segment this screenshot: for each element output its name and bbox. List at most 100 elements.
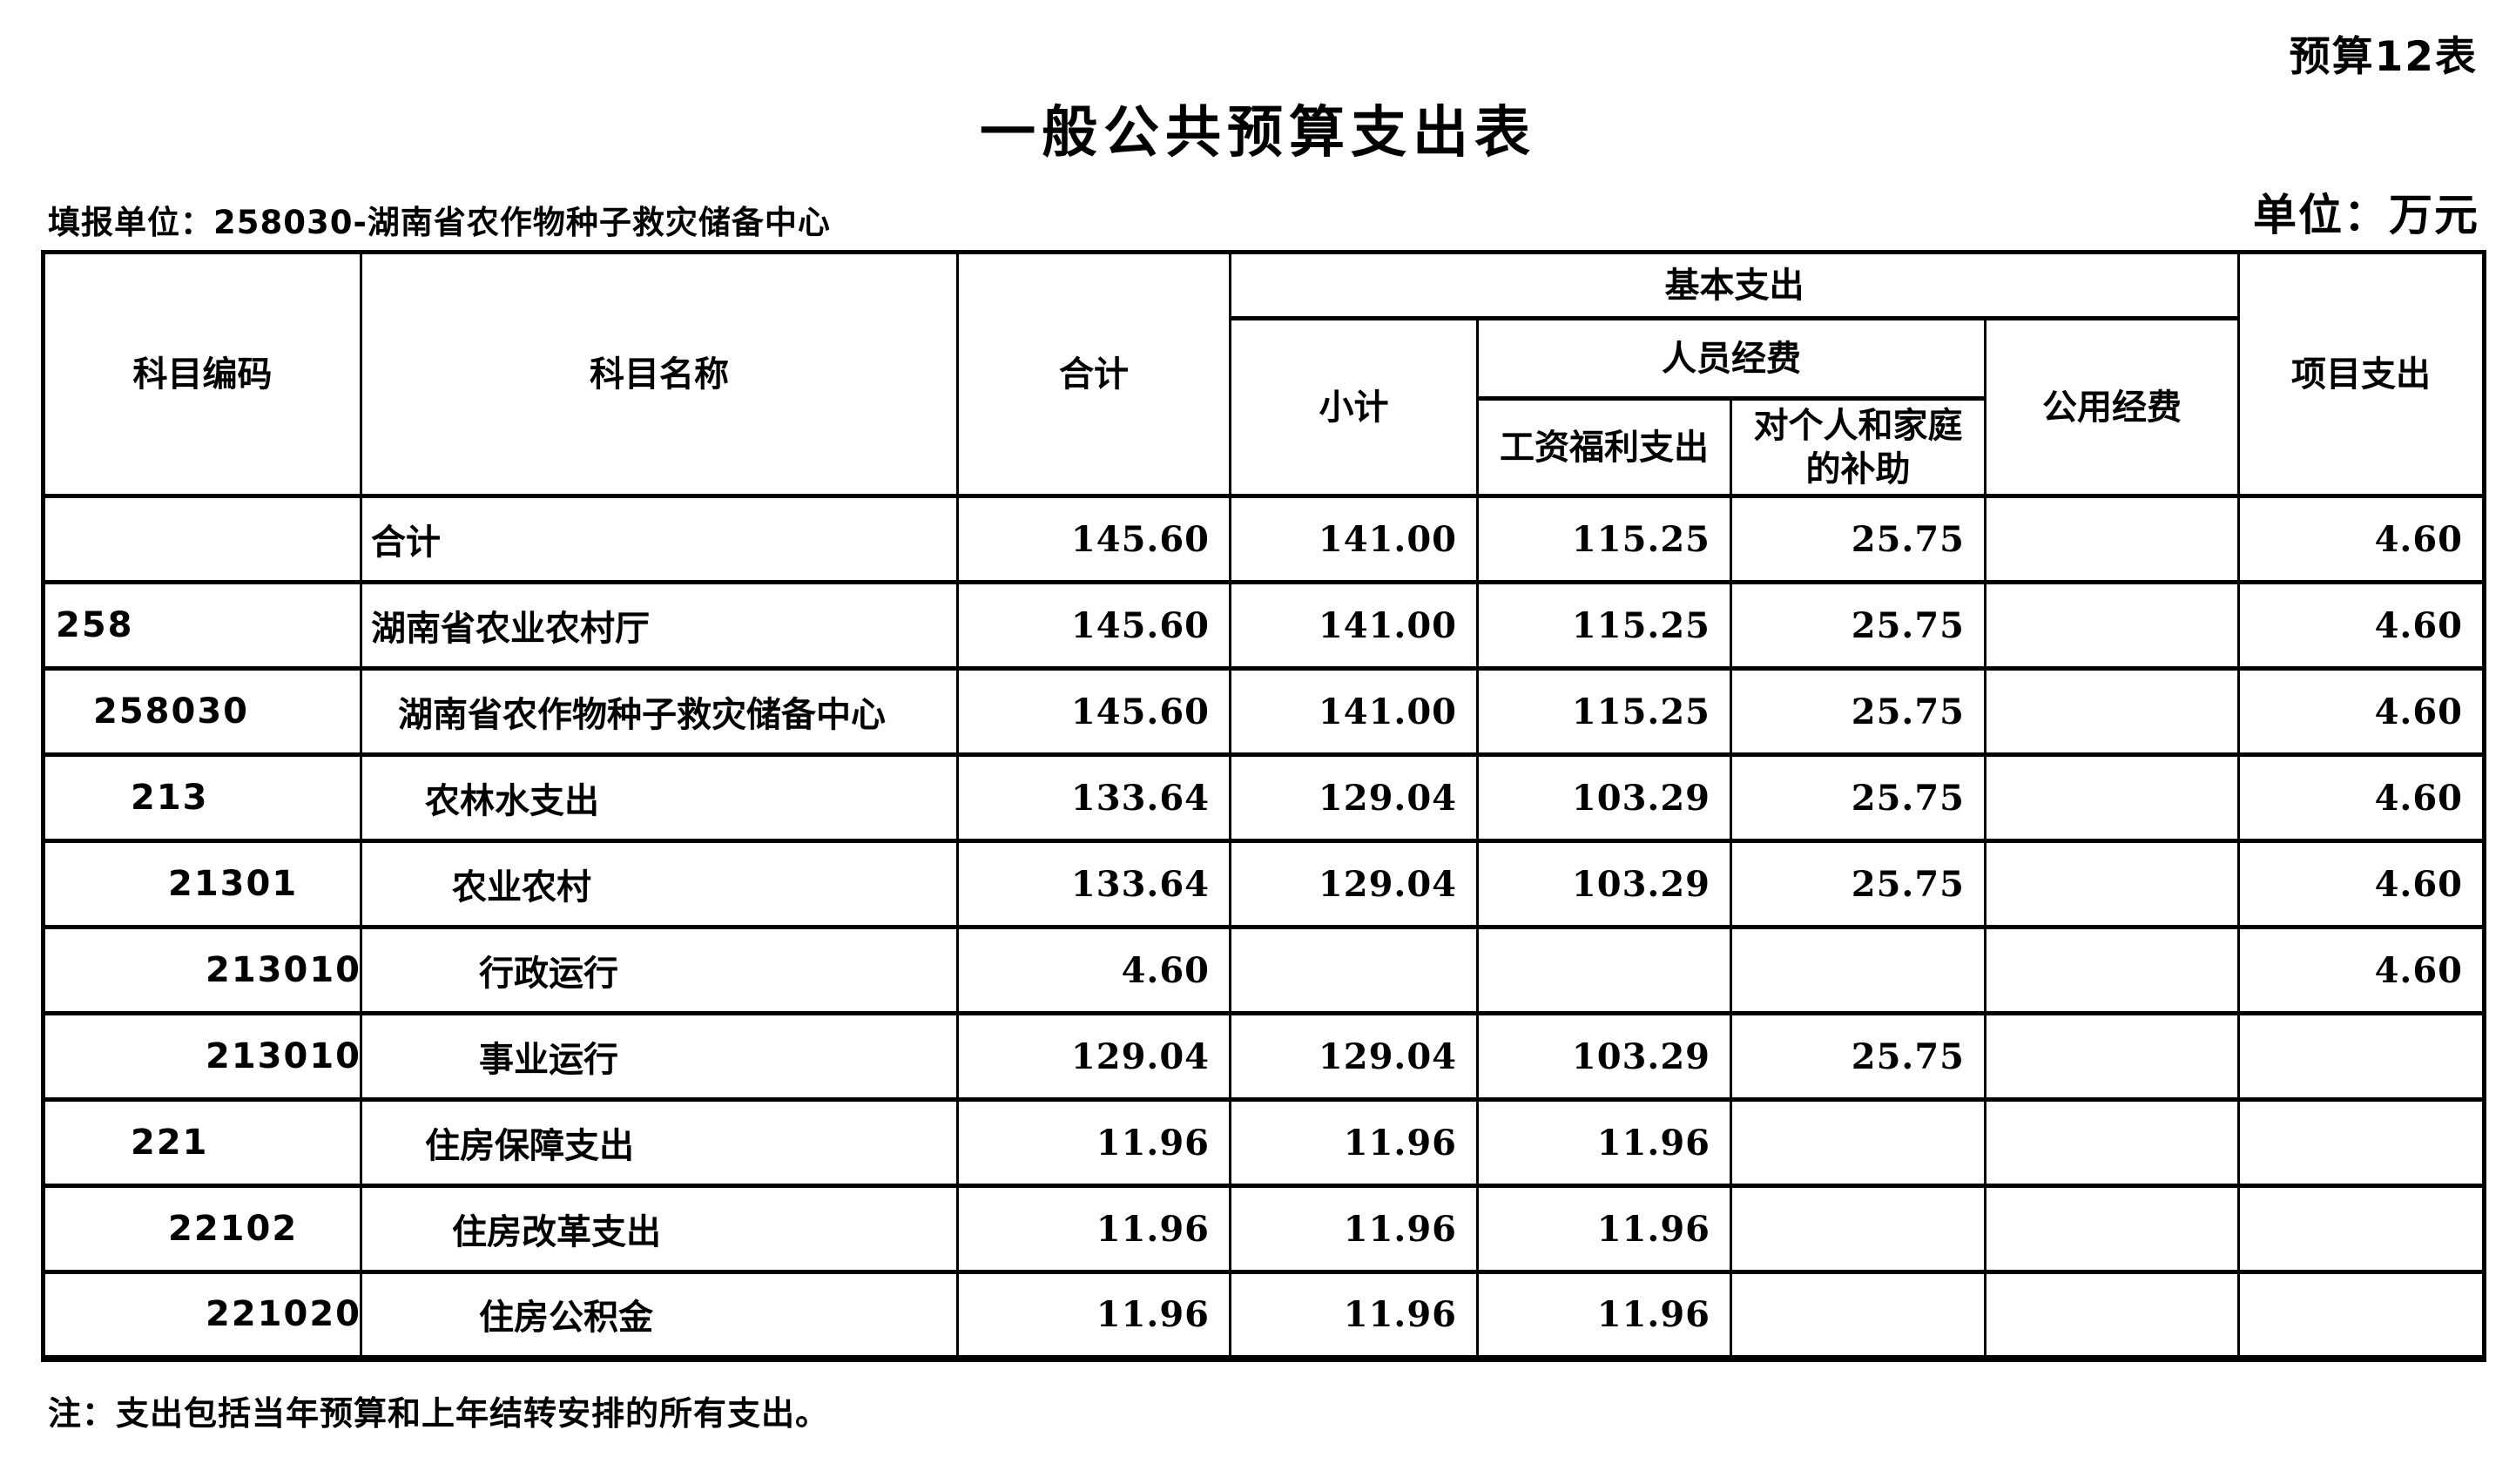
cell-subsidy	[1730, 1270, 1986, 1360]
cell-project: 4.60	[2237, 752, 2486, 843]
cell-code: 2130104	[42, 1011, 362, 1102]
cell-total: 145.60	[956, 666, 1231, 757]
cell-code: 2130101	[42, 925, 362, 1015]
cell-total: 145.60	[956, 494, 1231, 584]
cell-code: 258030	[42, 666, 362, 757]
cell-total: 4.60	[956, 925, 1231, 1015]
cell-subtotal: 129.04	[1229, 752, 1479, 843]
table-row: 2210201 住房公积金 11.96 11.96 11.96	[42, 1270, 2486, 1360]
table-row: 21301 农业农村 133.64 129.04 103.29 25.75 4.…	[42, 839, 2486, 929]
col-header-subject-code: 科目编码	[42, 250, 362, 498]
cell-total: 133.64	[956, 839, 1231, 929]
table-row: 2130101 行政运行 4.60 4.60	[42, 925, 2486, 1015]
cell-public	[1984, 1097, 2240, 1188]
cell-public	[1984, 925, 2240, 1015]
cell-total: 129.04	[956, 1011, 1231, 1102]
col-header-public-funds: 公用经费	[1984, 316, 2240, 498]
col-header-basic-expenditure: 基本支出	[1229, 250, 2240, 320]
cell-code: 22102	[42, 1184, 362, 1274]
cell-project: 4.60	[2237, 839, 2486, 929]
cell-total: 11.96	[956, 1184, 1231, 1274]
table-row: 合计 145.60 141.00 115.25 25.75 4.60	[42, 494, 2486, 584]
cell-subtotal	[1229, 925, 1479, 1015]
cell-total: 145.60	[956, 580, 1231, 671]
cell-public	[1984, 494, 2240, 584]
currency-unit-label: 单位：万元	[2253, 190, 2479, 240]
col-header-subject-name: 科目名称	[360, 250, 959, 498]
cell-code: 258	[42, 580, 362, 671]
cell-name: 农林水支出	[360, 752, 959, 843]
cell-subsidy	[1730, 1097, 1986, 1188]
table-body: 合计 145.60 141.00 115.25 25.75 4.60 258 湖…	[42, 494, 2486, 1360]
cell-code	[42, 494, 362, 584]
table-row: 2130104 事业运行 129.04 129.04 103.29 25.75	[42, 1011, 2486, 1102]
col-header-subtotal: 小计	[1229, 316, 1479, 498]
cell-subtotal: 11.96	[1229, 1270, 1479, 1360]
cell-subsidy: 25.75	[1730, 752, 1986, 843]
col-header-project-expenditure: 项目支出	[2237, 250, 2486, 498]
page-title: 一般公共预算支出表	[980, 101, 1536, 165]
cell-public	[1984, 580, 2240, 671]
cell-total: 11.96	[956, 1097, 1231, 1188]
cell-subsidy: 25.75	[1730, 494, 1986, 584]
cell-subtotal: 129.04	[1229, 839, 1479, 929]
cell-name: 湖南省农业农村厅	[360, 580, 959, 671]
cell-subsidy: 25.75	[1730, 839, 1986, 929]
cell-subtotal: 141.00	[1229, 580, 1479, 671]
cell-public	[1984, 1270, 2240, 1360]
cell-name: 住房改革支出	[360, 1184, 959, 1274]
cell-subsidy: 25.75	[1730, 1011, 1986, 1102]
cell-subsidy: 25.75	[1730, 580, 1986, 671]
cell-code: 21301	[42, 839, 362, 929]
cell-salary: 103.29	[1476, 839, 1732, 929]
col-header-total: 合计	[956, 250, 1231, 498]
cell-code: 213	[42, 752, 362, 843]
cell-salary: 11.96	[1476, 1097, 1732, 1188]
cell-salary: 103.29	[1476, 752, 1732, 843]
col-header-individual-family-subsidy-text: 对个人和家庭的补助	[1753, 405, 1963, 489]
cell-project: 4.60	[2237, 925, 2486, 1015]
cell-public	[1984, 666, 2240, 757]
cell-salary: 103.29	[1476, 1011, 1732, 1102]
cell-subtotal: 141.00	[1229, 494, 1479, 584]
cell-salary: 11.96	[1476, 1184, 1732, 1274]
cell-public	[1984, 752, 2240, 843]
cell-subsidy: 25.75	[1730, 666, 1986, 757]
cell-subtotal: 141.00	[1229, 666, 1479, 757]
cell-name: 住房保障支出	[360, 1097, 959, 1188]
col-header-salary-welfare: 工资福利支出	[1476, 396, 1732, 498]
cell-salary: 11.96	[1476, 1270, 1732, 1360]
sheet-number-label: 预算12表	[2289, 33, 2478, 81]
table-row: 213 农林水支出 133.64 129.04 103.29 25.75 4.6…	[42, 752, 2486, 843]
cell-project: 4.60	[2237, 666, 2486, 757]
cell-subtotal: 11.96	[1229, 1097, 1479, 1188]
cell-project	[2237, 1184, 2486, 1274]
cell-name: 农业农村	[360, 839, 959, 929]
table-header: 科目编码 科目名称 合计 基本支出 项目支出 小计 人员经费 公用经费 工资福利…	[42, 250, 2486, 498]
cell-code: 2210201	[42, 1270, 362, 1360]
cell-salary: 115.25	[1476, 580, 1732, 671]
table-row: 258030 湖南省农作物种子救灾储备中心 145.60 141.00 115.…	[42, 666, 2486, 757]
cell-name: 事业运行	[360, 1011, 959, 1102]
cell-salary	[1476, 925, 1732, 1015]
cell-public	[1984, 839, 2240, 929]
meta-row: 填报单位：258030-湖南省农作物种子救灾储备中心 单位：万元	[48, 180, 2479, 243]
cell-name: 合计	[360, 494, 959, 584]
cell-code: 221	[42, 1097, 362, 1188]
cell-project	[2237, 1270, 2486, 1360]
cell-subtotal: 11.96	[1229, 1184, 1479, 1274]
table-row: 258 湖南省农业农村厅 145.60 141.00 115.25 25.75 …	[42, 580, 2486, 671]
cell-project	[2237, 1011, 2486, 1102]
cell-public	[1984, 1011, 2240, 1102]
col-header-individual-family-subsidy: 对个人和家庭的补助	[1730, 396, 1986, 498]
cell-total: 133.64	[956, 752, 1231, 843]
budget-table: 科目编码 科目名称 合计 基本支出 项目支出 小计 人员经费 公用经费 工资福利…	[41, 250, 2486, 1362]
cell-public	[1984, 1184, 2240, 1274]
col-header-personnel-funds: 人员经费	[1476, 316, 1986, 401]
cell-subsidy	[1730, 1184, 1986, 1274]
cell-salary: 115.25	[1476, 494, 1732, 584]
cell-project	[2237, 1097, 2486, 1188]
table-row: 221 住房保障支出 11.96 11.96 11.96	[42, 1097, 2486, 1188]
table-row: 22102 住房改革支出 11.96 11.96 11.96	[42, 1184, 2486, 1274]
